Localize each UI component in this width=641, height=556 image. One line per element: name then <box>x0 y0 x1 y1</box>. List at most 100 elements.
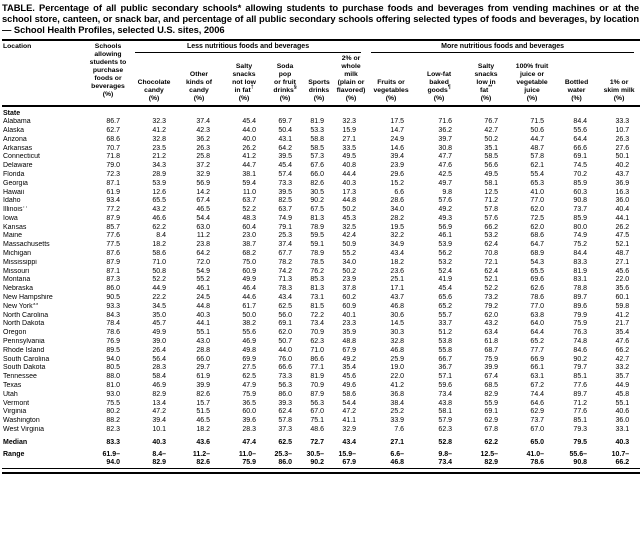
value-cell: 49.5 <box>342 153 357 161</box>
value-cell: 44.8 <box>342 197 357 205</box>
location-cell: Virginia <box>3 408 27 416</box>
value-cell: 82.6 <box>196 390 210 398</box>
value-cell: 37.4 <box>196 118 210 126</box>
value-cell: 60.4 <box>242 223 256 231</box>
value-cell: 85.1 <box>573 373 588 381</box>
value-cell: 41.0– 78.6 <box>526 450 545 467</box>
value-cell: 71.2 <box>573 399 588 407</box>
location-cell: Iowa <box>3 214 18 222</box>
value-cell: 74.9 <box>573 232 588 240</box>
table-row: Connecticut 71.8 21.2 25.8 41.2 39.5 57.3 49.5 3… <box>2 153 640 162</box>
value-cell: 65.0 <box>530 438 545 446</box>
table-title: TABLE. Percentage of all public secondar… <box>2 2 639 36</box>
value-cell: 57.8 <box>484 206 499 214</box>
value-cell: 30.5– 90.2 <box>306 450 324 467</box>
location-cell: Tennessee <box>3 373 37 381</box>
value-cell: 55.7 <box>438 311 453 319</box>
value-cell: 64.6 <box>530 399 545 407</box>
value-cell: 62.5 <box>242 373 256 381</box>
value-cell: 41.2 <box>152 126 166 134</box>
value-cell: 44.6 <box>242 294 256 302</box>
location-cell: North Dakota <box>3 320 45 328</box>
value-cell: 44.8 <box>196 302 210 310</box>
value-cell: 49.9 <box>242 276 256 284</box>
value-cell: 43.7 <box>390 294 405 302</box>
value-cell: 62.0 <box>530 206 545 214</box>
value-cell: 74.8 <box>573 338 588 346</box>
value-cell: 78.3 <box>278 285 292 293</box>
value-cell: 59.8 <box>615 302 630 310</box>
table-row: Kansas 85.7 62.2 63.0 60.4 79.1 78.9 32.5 19.5 56… <box>2 224 640 233</box>
value-cell: 70.9 <box>310 329 324 337</box>
value-cell: 32.3 <box>342 118 357 126</box>
location-cell: New Hampshire <box>3 294 53 302</box>
table-row: Georgia 87.1 53.9 56.9 59.4 73.3 82.6 40.3 15.2 4… <box>2 180 640 189</box>
value-cell: 73.3 <box>278 179 292 187</box>
table-row: North Dakota 78.4 45.7 44.1 38.2 69.1 73.4 23.3… <box>2 320 640 329</box>
value-cell: 12.6 <box>152 188 166 196</box>
value-cell: 50.2 <box>342 267 357 275</box>
value-cell: 77.6 <box>573 408 588 416</box>
table-row: Hawaii 61.9 12.6 14.2 11.0 39.5 30.5 17.3 6.6 9.8… <box>2 189 640 198</box>
value-cell: 50.7 <box>278 338 292 346</box>
table-row: New Hampshire 90.5 22.2 24.5 44.6 43.4 73.1 60.… <box>2 294 640 303</box>
value-cell: 77.2 <box>106 206 120 214</box>
value-cell: 39.9 <box>196 382 210 390</box>
value-cell: 62.4 <box>484 267 499 275</box>
value-cell: 39.0 <box>152 338 166 346</box>
value-cell: 52.1 <box>484 276 499 284</box>
value-cell: 65.6 <box>438 294 453 302</box>
value-cell: 17.5 <box>390 118 405 126</box>
value-cell: 10.1 <box>152 426 166 434</box>
value-cell: 23.9 <box>390 162 405 170</box>
value-cell: 45.4 <box>242 118 256 126</box>
value-cell: 71.0 <box>310 346 324 354</box>
value-cell: 81.9 <box>573 267 588 275</box>
value-cell: 35.7 <box>615 373 630 381</box>
value-cell: 48.7 <box>615 250 630 258</box>
value-cell: 72.0 <box>196 258 210 266</box>
group-header-more-nutritious-label: More nutritious foods and beverages <box>371 43 635 54</box>
median-row: Median 83.3 40.3 43.6 47.4 62.5 72.7 43.4 27.1 52… <box>2 435 640 448</box>
value-cell: 79.5 <box>573 438 588 446</box>
value-cell: 87.1 <box>106 267 120 275</box>
value-cell: 43.4 <box>342 438 357 446</box>
value-cell: 43.7 <box>615 170 630 178</box>
value-cell: 50.2 <box>484 135 499 143</box>
value-cell: 28.2 <box>390 214 405 222</box>
value-cell: 27.1 <box>342 135 357 143</box>
location-cell: West Virginia <box>3 426 44 434</box>
value-cell: 81.3 <box>310 214 324 222</box>
value-cell: 87.1 <box>106 179 120 187</box>
value-cell: 66.9 <box>530 355 545 363</box>
value-cell: 43.8 <box>438 399 453 407</box>
value-cell: 75.9 <box>242 390 256 398</box>
location-cell: Illinois†† <box>3 206 29 214</box>
value-cell: 36.2 <box>438 126 453 134</box>
value-cell: 58.1 <box>484 179 499 187</box>
value-cell: 75.1 <box>310 417 324 425</box>
value-cell: 49.6 <box>342 382 357 390</box>
table-row: Rhode Island 89.5 26.4 28.8 49.8 44.0 71.0 67.9… <box>2 347 640 356</box>
value-cell: 53.2 <box>438 258 453 266</box>
value-cell: 37.4 <box>278 241 292 249</box>
value-cell: 78.9 <box>310 250 324 258</box>
table-row: Oregon 78.6 49.9 55.1 55.6 62.0 70.9 35.9 30.3 51… <box>2 329 640 338</box>
value-cell: 56.0 <box>278 311 292 319</box>
value-cell: 68.6 <box>530 232 545 240</box>
value-cell: 6.6– 46.8 <box>390 450 405 467</box>
value-cell: 61.8 <box>484 338 499 346</box>
value-cell: 62.0 <box>278 329 292 337</box>
group-header-less-nutritious-label: Less nutritious foods and beverages <box>135 43 362 54</box>
value-cell: 82.3 <box>106 426 120 434</box>
value-cell: 50.1 <box>615 153 630 161</box>
value-cell: 26.3 <box>196 144 210 152</box>
value-cell: 57.3 <box>310 153 324 161</box>
value-cell: 62.0 <box>530 223 545 231</box>
table-row: West Virginia 82.3 10.1 18.2 28.3 37.3 48.6 32.… <box>2 426 640 435</box>
value-cell: 71.5 <box>530 118 545 126</box>
bottom-rule-thin <box>2 467 640 469</box>
value-cell: 81.9 <box>310 118 324 126</box>
value-cell: 44.1 <box>615 214 630 222</box>
location-cell: Utah <box>3 390 18 398</box>
